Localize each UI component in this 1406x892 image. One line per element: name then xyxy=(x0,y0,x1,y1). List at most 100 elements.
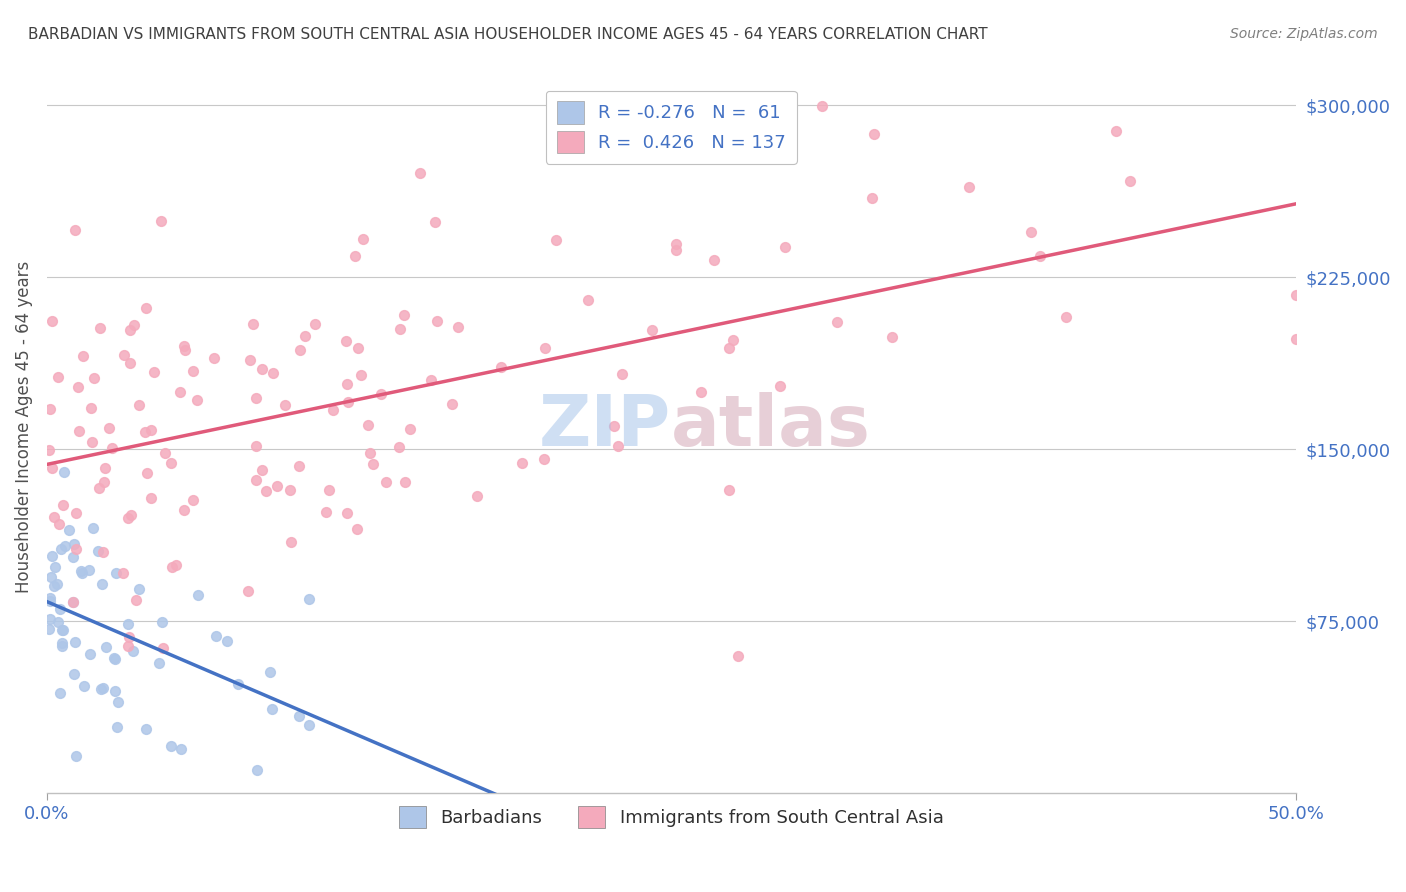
Point xyxy=(187,588,209,602)
Point xyxy=(336,506,359,520)
Point xyxy=(215,633,238,648)
Point xyxy=(204,629,226,643)
Point xyxy=(173,503,195,517)
Point xyxy=(52,623,75,637)
Point xyxy=(242,317,264,331)
Point xyxy=(65,748,87,763)
Point xyxy=(49,542,72,557)
Point xyxy=(752,98,775,112)
Point xyxy=(174,343,197,357)
Point xyxy=(148,656,170,670)
Point xyxy=(83,371,105,385)
Point xyxy=(352,232,374,246)
Point xyxy=(274,398,297,412)
Point xyxy=(107,695,129,709)
Point xyxy=(153,446,176,460)
Point xyxy=(128,582,150,596)
Point xyxy=(82,434,104,449)
Point xyxy=(62,594,84,608)
Point xyxy=(388,322,411,336)
Point xyxy=(70,564,93,578)
Point xyxy=(388,440,411,454)
Point xyxy=(65,223,87,237)
Text: BARBADIAN VS IMMIGRANTS FROM SOUTH CENTRAL ASIA HOUSEHOLDER INCOME AGES 45 - 64 : BARBADIAN VS IMMIGRANTS FROM SOUTH CENTR… xyxy=(28,27,988,42)
Point xyxy=(41,314,63,328)
Point xyxy=(278,483,301,497)
Point xyxy=(118,323,141,337)
Point xyxy=(665,243,688,257)
Point xyxy=(38,622,60,636)
Point xyxy=(420,373,443,387)
Point xyxy=(150,615,173,630)
Point xyxy=(238,583,260,598)
Point xyxy=(165,558,187,572)
Point xyxy=(38,442,60,457)
Point xyxy=(97,420,120,434)
Point xyxy=(287,458,309,473)
Point xyxy=(775,240,797,254)
Point xyxy=(38,591,60,606)
Point xyxy=(79,647,101,661)
Point xyxy=(125,592,148,607)
Point xyxy=(80,401,103,415)
Point xyxy=(423,215,446,229)
Point xyxy=(51,623,73,637)
Point xyxy=(118,356,141,370)
Point xyxy=(135,301,157,315)
Point xyxy=(882,330,904,344)
Point xyxy=(186,393,208,408)
Point xyxy=(51,639,73,653)
Point xyxy=(394,475,416,490)
Point xyxy=(335,334,357,349)
Point xyxy=(89,320,111,334)
Point xyxy=(51,636,73,650)
Point xyxy=(77,563,100,577)
Point xyxy=(254,483,277,498)
Point xyxy=(112,347,135,361)
Point xyxy=(39,612,62,626)
Text: ZIP: ZIP xyxy=(538,392,671,461)
Point xyxy=(63,635,86,649)
Point xyxy=(104,566,127,581)
Point xyxy=(392,308,415,322)
Y-axis label: Householder Income Ages 45 - 64 years: Householder Income Ages 45 - 64 years xyxy=(15,260,32,592)
Point xyxy=(120,508,142,522)
Point xyxy=(181,364,204,378)
Point xyxy=(101,442,124,456)
Point xyxy=(111,566,134,580)
Point xyxy=(280,535,302,549)
Point xyxy=(1054,310,1077,325)
Point xyxy=(104,651,127,665)
Point xyxy=(105,720,128,734)
Point xyxy=(122,644,145,658)
Point xyxy=(173,339,195,353)
Point xyxy=(204,351,226,366)
Point xyxy=(45,577,67,591)
Point xyxy=(170,742,193,756)
Point xyxy=(336,377,359,392)
Point xyxy=(160,456,183,470)
Point xyxy=(1285,288,1308,302)
Point xyxy=(343,249,366,263)
Point xyxy=(44,510,66,524)
Point xyxy=(576,293,599,307)
Point xyxy=(141,423,163,437)
Point xyxy=(262,366,284,380)
Point xyxy=(87,544,110,558)
Point xyxy=(768,379,790,393)
Point xyxy=(297,592,319,607)
Point xyxy=(298,717,321,731)
Point xyxy=(250,361,273,376)
Point xyxy=(665,236,688,251)
Point xyxy=(1118,174,1140,188)
Point xyxy=(315,505,337,519)
Point xyxy=(811,99,834,113)
Point xyxy=(717,483,740,498)
Point xyxy=(122,318,145,332)
Point xyxy=(41,570,63,584)
Point xyxy=(42,579,65,593)
Point xyxy=(226,677,249,691)
Point xyxy=(346,522,368,536)
Text: atlas: atlas xyxy=(671,392,872,461)
Point xyxy=(159,739,181,753)
